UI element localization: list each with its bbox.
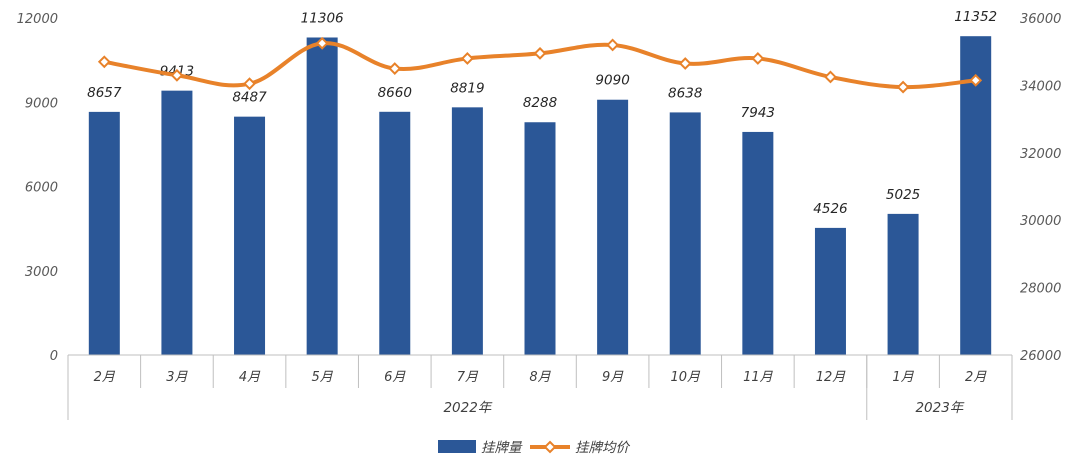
y-right-tick-label: 28000: [1020, 282, 1061, 297]
line-marker: [969, 73, 983, 87]
legend-label-line: 挂牌均价: [575, 440, 630, 456]
bar-data-label: 8660: [378, 85, 412, 101]
bar: [161, 90, 193, 355]
line-marker: [315, 36, 329, 50]
line-marker: [460, 52, 474, 65]
x-category-label: 8月: [529, 370, 551, 385]
x-category-label: 7月: [457, 370, 479, 385]
y-left-tick-label: 6000: [25, 181, 58, 196]
legend-label-bar: 挂牌量: [481, 440, 523, 456]
bar-data-label: 8487: [232, 90, 267, 106]
bar: [742, 131, 774, 355]
x-category-label: 12月: [816, 370, 847, 385]
y-left-tick-label: 9000: [25, 96, 58, 111]
x-category-label: 9月: [602, 370, 624, 385]
bar: [379, 111, 411, 355]
x-group-label: 2023年: [915, 400, 964, 416]
bar: [814, 227, 846, 355]
y-left-tick-label: 3000: [25, 265, 58, 280]
y-left-tick-label: 0: [50, 349, 58, 364]
y-right-tick-label: 30000: [1020, 214, 1061, 229]
x-category-label: 3月: [166, 370, 188, 385]
bar: [960, 36, 992, 356]
bar-data-label: 8638: [668, 85, 702, 101]
bar-data-label: 7943: [741, 105, 775, 121]
line-marker: [896, 80, 910, 94]
bar-series: [88, 36, 992, 356]
bar: [524, 122, 556, 355]
y-right-tick-label: 36000: [1020, 12, 1061, 27]
bar-data-label: 8288: [523, 95, 557, 111]
x-category-label: 11月: [743, 370, 774, 385]
x-category-label: 2月: [965, 370, 987, 385]
line-marker: [388, 62, 402, 75]
bar: [451, 107, 483, 355]
bar: [597, 99, 629, 355]
y-right-tick-label: 34000: [1020, 79, 1061, 94]
bar-data-label: 11352: [954, 9, 997, 25]
x-category-label: 5月: [312, 370, 334, 385]
y-right-tick-label: 32000: [1020, 147, 1061, 162]
bar: [306, 37, 338, 355]
legend: 挂牌量 挂牌均价: [438, 440, 630, 456]
x-group-label: 2022年: [443, 400, 492, 416]
x-category-label: 10月: [670, 370, 701, 385]
bar-data-label: 8657: [87, 85, 122, 101]
line-marker: [243, 77, 256, 91]
x-category-label: 2月: [94, 370, 116, 385]
y-axis-left: 0 3000 6000 9000 12000: [17, 12, 58, 364]
bar: [887, 213, 919, 355]
x-category-label: 4月: [239, 370, 261, 385]
y-right-tick-label: 26000: [1020, 349, 1061, 364]
y-axis-right: 26000 28000 30000 32000 34000 36000: [1020, 12, 1061, 364]
x-category-label: 6月: [384, 370, 406, 385]
bar-data-label: 8819: [450, 80, 484, 96]
legend-swatch-bar: [438, 440, 476, 453]
line-marker: [97, 55, 111, 69]
line-marker: [606, 38, 620, 52]
bar: [669, 112, 701, 355]
bar-data-label: 11306: [301, 10, 344, 26]
line-series: [97, 36, 983, 94]
bar-data-label: 9090: [595, 73, 629, 89]
y-left-tick-label: 12000: [17, 12, 58, 27]
bar: [234, 116, 266, 355]
line-marker: [533, 46, 547, 60]
bar: [88, 111, 120, 355]
line-marker: [751, 52, 765, 65]
x-category-label: 1月: [892, 370, 914, 385]
legend-marker-line: [543, 440, 557, 454]
bar-data-label: 5025: [886, 187, 920, 203]
line-marker: [824, 70, 837, 84]
line-marker: [170, 68, 184, 82]
line-marker: [678, 57, 692, 70]
bar-data-label: 4526: [813, 201, 847, 217]
